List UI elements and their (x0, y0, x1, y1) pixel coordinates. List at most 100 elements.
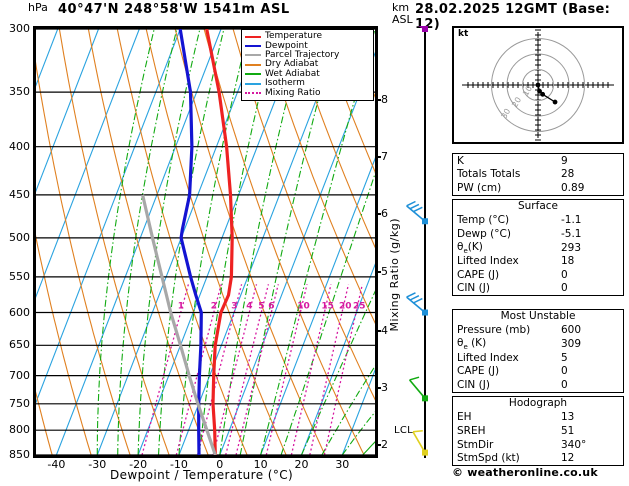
page-title: 40°47'N 248°58'W 1541m ASL (58, 2, 290, 17)
pressure-tick-label: 800 (9, 423, 30, 437)
legend-item: Isotherm (245, 79, 370, 88)
table-value: 51 (561, 424, 575, 437)
svg-text:4: 4 (246, 302, 252, 312)
legend-label: Dewpoint (265, 40, 308, 51)
altitude-tick-mark (375, 99, 381, 102)
wind-barb-column (402, 10, 448, 458)
pressure-tick-label: 600 (9, 305, 30, 319)
table-key: θe (K) (457, 336, 487, 352)
legend: Temperature Dewpoint Parcel Trajectory Dry … (241, 29, 374, 101)
legend-label: Dry Adiabat (265, 59, 319, 70)
temperature-tick-label: 30 (335, 458, 350, 471)
table-value: 0 (561, 365, 568, 378)
altitude-unit-label-km: km (392, 1, 410, 14)
table-row: SREH 51 (453, 424, 623, 438)
legend-swatch-icon (245, 92, 261, 95)
wind-barb (412, 430, 428, 456)
altitude-tick-label: 5 (381, 265, 388, 279)
table-row: θe(K) 293 (453, 241, 623, 255)
temperature-tick-label: -20 (129, 458, 148, 471)
wind-barb (403, 10, 428, 32)
temperature-tick-label: -40 (47, 458, 66, 471)
table-row: Lifted Index 5 (453, 351, 623, 365)
wind-barbs (403, 10, 428, 458)
svg-text:3: 3 (231, 302, 237, 312)
table-row: Pressure (mb) 600 (453, 324, 623, 338)
svg-text:2: 2 (211, 302, 217, 312)
pressure-tick-label: 850 (9, 448, 30, 461)
svg-text:15: 15 (321, 302, 334, 312)
table-section-title: Most Unstable (500, 310, 576, 322)
table-row: Lifted Index 18 (453, 254, 623, 268)
table-key: K (457, 154, 464, 167)
table-row: Totals Totals 28 (453, 168, 623, 182)
svg-text:20: 20 (510, 96, 523, 109)
table-row: PW (cm) 0.89 (453, 181, 623, 195)
surface-indices-table: Surface Temp (°C) -1.1 Dewp (°C) -5.1 θe(K) 29… (452, 199, 624, 297)
pressure-tick-label: 650 (9, 338, 30, 352)
table-value: 0 (561, 268, 568, 281)
table-key: Lifted Index (457, 255, 519, 268)
legend-swatch-icon (245, 45, 261, 48)
svg-text:25: 25 (353, 302, 366, 312)
table-value: 18 (561, 255, 575, 268)
table-key: CIN (J) (457, 378, 490, 391)
altitude-tick-mark (375, 444, 381, 447)
table-value: 0.89 (561, 181, 585, 194)
table-key: Lifted Index (457, 351, 519, 364)
table-key: θe(K) (457, 240, 483, 255)
table-value: 293 (561, 241, 582, 254)
altitude-tick-label: 3 (381, 381, 388, 395)
altitude-tick-mark (375, 329, 381, 332)
temperature-tick-label: 0 (216, 458, 224, 471)
table-row: CAPE (J) 0 (453, 364, 623, 378)
legend-item: Dewpoint (245, 41, 370, 50)
table-row: CIN (J) 0 (453, 282, 623, 296)
altitude-tick-mark (375, 155, 381, 158)
skewt-diagram: 1 2 3 4 5 6 10 15 20 25 (33, 26, 378, 458)
table-row: CIN (J) 0 (453, 378, 623, 392)
table-value: 28 (561, 168, 575, 181)
altitude-tick-label: 6 (381, 207, 388, 221)
temperature-tick-label: 20 (294, 458, 309, 471)
table-key: Dewp (°C) (457, 227, 511, 240)
altitude-tick-mark (375, 387, 381, 390)
altitude-tick-label: 7 (381, 149, 388, 163)
pressure-tick-label: 300 (9, 22, 30, 35)
wind-barb (406, 200, 428, 225)
table-key: Pressure (mb) (457, 324, 531, 337)
table-value: 0 (561, 282, 568, 295)
table-value: 0 (561, 378, 568, 391)
legend-swatch-icon (245, 54, 261, 57)
table-section-title: Surface (517, 200, 558, 212)
pressure-tick-label: 450 (9, 187, 30, 201)
altitude-tick-label: 8 (381, 93, 388, 107)
svg-text:5: 5 (258, 302, 264, 312)
table-row: StmSpd (kt) 12 (453, 451, 623, 465)
legend-item: Parcel Trajectory (245, 50, 370, 60)
altitude-tick-label: 2 (381, 438, 388, 452)
mixing-ratio-axis-label: Mixing Ratio (g/kg) (388, 218, 401, 332)
table-value: 340° (561, 438, 587, 451)
legend-item: Mixing Ratio (245, 88, 370, 97)
svg-text:1: 1 (178, 302, 184, 312)
altitude-tick-mark (375, 271, 381, 274)
legend-label: Wet Adiabat (265, 68, 320, 79)
legend-item: Wet Adiabat (245, 68, 370, 79)
table-key: CAPE (J) (457, 268, 500, 281)
temperature-tick-label: 10 (253, 458, 268, 471)
pressure-tick-label: 400 (9, 139, 30, 153)
table-row: θe (K) 309 (453, 337, 623, 351)
table-row: Temp (°C) -1.1 (453, 214, 623, 228)
altitude-tick-label: 4 (381, 323, 388, 337)
table-key: Temp (°C) (457, 214, 510, 227)
table-key: Totals Totals (457, 168, 521, 181)
legend-label: Mixing Ratio (265, 87, 321, 98)
legend-item: Temperature (245, 32, 370, 41)
temperature-tick-label: -30 (88, 458, 107, 471)
lcl-marker-label: LCL (394, 425, 414, 436)
most-unstable-indices-table: Most Unstable Pressure (mb) 600 θe (K) 309 Li… (452, 309, 624, 393)
svg-text:10: 10 (297, 302, 310, 312)
temperature-tick-label: -10 (169, 458, 188, 471)
